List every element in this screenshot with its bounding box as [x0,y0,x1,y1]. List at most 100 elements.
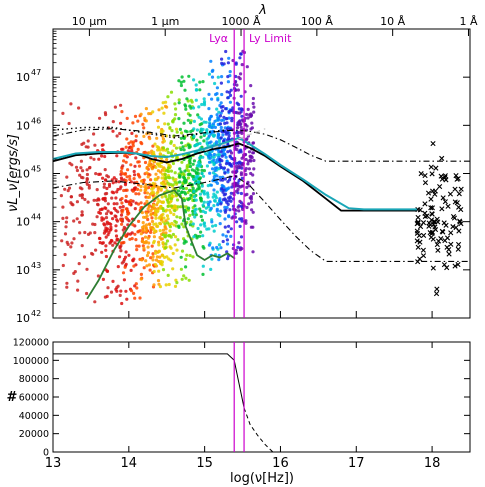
scatter-point [167,282,171,287]
xray-marker [455,261,461,268]
scatter-point [187,278,191,282]
scatter-point [147,241,151,245]
xray-marker [453,224,459,231]
scatter-point [185,165,189,169]
scatter-point [88,165,92,170]
scatter-point [227,116,231,120]
scatter-point [133,114,138,118]
xray-marker [441,220,447,226]
bottom-y-tick-label: 40000 [19,411,49,422]
scatter-point [156,279,161,283]
scatter-point [65,281,69,285]
scatter-point [69,245,73,249]
scatter-point [221,198,225,202]
scatter-point [147,263,151,267]
scatter-point [188,161,192,165]
sed-lines [52,126,470,300]
scatter-point [127,202,131,206]
scatter-point [171,232,175,237]
scatter-point [85,172,89,177]
scatter-point [246,116,250,120]
scatter-point [72,219,76,223]
scatter-point [129,198,133,203]
scatter-point [209,153,213,157]
scatter-point [214,140,219,144]
scatter-point [222,188,226,192]
scatter-point [217,133,221,137]
scatter-point [246,162,250,166]
scatter-point [121,164,125,168]
scatter-point [219,178,223,182]
scatter-point [145,264,149,268]
xray-marker [440,195,446,201]
scatter-point [209,183,213,187]
scatter-point [215,174,219,178]
scatter-point [119,289,123,293]
scatter-point [182,190,186,194]
scatter-point [147,151,151,155]
scatter-point [210,167,215,171]
scatter-point [139,188,143,192]
scatter-point [95,188,99,192]
scatter-point [198,141,202,146]
scatter-point [129,289,134,293]
scatter-point [111,120,115,124]
scatter-point [159,181,164,185]
scatter-point [213,166,217,170]
scatter-point [226,257,230,261]
scatter-point [151,255,155,259]
scatter-point [167,193,171,198]
scatter-point [184,186,188,191]
scatter-point [200,218,204,222]
scatter-point [161,212,165,216]
scatter-point [71,203,75,207]
scatter-point [141,244,145,248]
scatter-point [238,217,242,221]
scatter-point [195,128,199,132]
scatter-point [218,163,222,167]
scatter-point [215,190,219,194]
scatter-point [137,192,141,196]
scatter-point [187,74,191,78]
xray-marker [437,183,443,190]
scatter-point [171,183,175,187]
scatter-point [195,142,199,147]
scatter-point [134,238,138,242]
scatter-point [190,174,194,178]
xray-marker [429,188,436,194]
scatter-point [125,116,129,120]
scatter-point [74,165,79,169]
scatter-point [96,274,100,278]
scatter-point [188,188,192,192]
scatter-point [208,200,212,204]
scatter-point [189,193,193,197]
scatter-point [227,90,232,94]
scatter-point [219,209,223,213]
scatter-point [191,106,196,110]
scatter-point [178,180,182,184]
scatter-point [207,227,211,231]
scatter-point [179,170,183,174]
scatter-point [125,175,129,179]
scatter-point [170,193,174,197]
bottom-y-axis: 0 20000 40000 60000 80000 100000 120000 [13,338,470,459]
scatter-point [141,122,145,126]
xray-marker [416,233,422,239]
scatter-point [141,239,145,243]
scatter-point [148,222,152,226]
scatter-point [119,121,123,125]
scatter-point [167,166,171,170]
scatter-point [175,248,179,252]
scatter-point [219,101,223,105]
scatter-point [149,178,153,182]
y-tick-label: 10 [16,312,30,325]
scatter-point [128,237,132,241]
scatter-point [124,234,128,238]
scatter-point [145,171,149,175]
scatter-point [165,239,170,243]
scatter-point [192,195,196,199]
scatter-point [154,251,158,255]
scatter-point [188,173,192,177]
scatter-point [100,154,104,158]
scatter-point [184,107,188,111]
